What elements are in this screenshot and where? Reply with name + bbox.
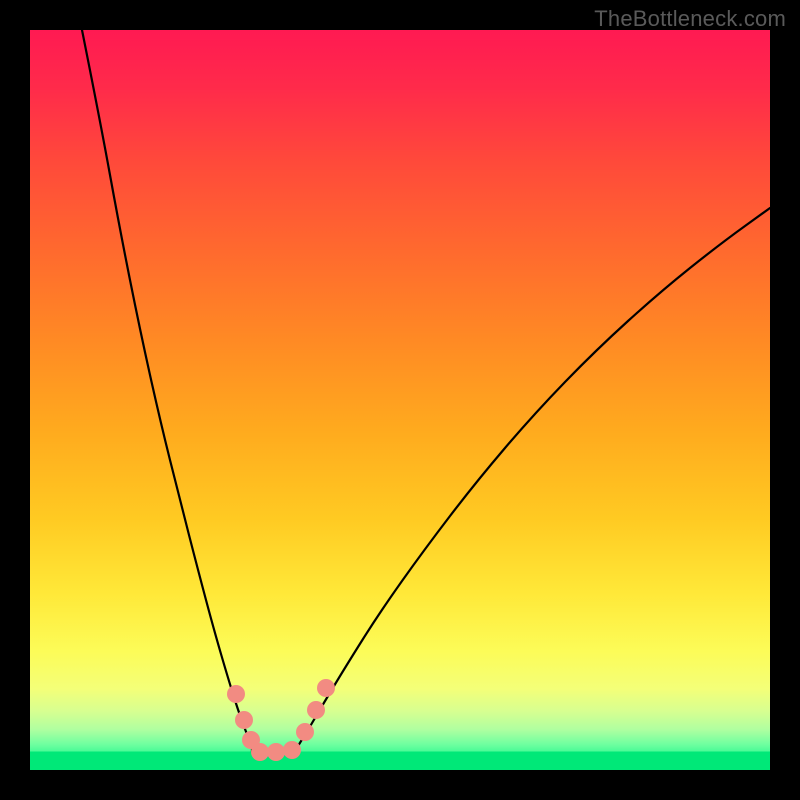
marker-dot: [251, 743, 269, 761]
marker-dot: [296, 723, 314, 741]
marker-group: [227, 679, 335, 761]
marker-dot: [227, 685, 245, 703]
marker-dot: [283, 741, 301, 759]
marker-dot: [317, 679, 335, 697]
watermark-text: TheBottleneck.com: [594, 6, 786, 32]
bottleneck-curve: [82, 30, 770, 752]
marker-dot: [267, 743, 285, 761]
marker-dot: [235, 711, 253, 729]
curve-layer: [30, 30, 770, 770]
marker-dot: [307, 701, 325, 719]
chart-frame: TheBottleneck.com: [0, 0, 800, 800]
plot-area: [30, 30, 770, 770]
